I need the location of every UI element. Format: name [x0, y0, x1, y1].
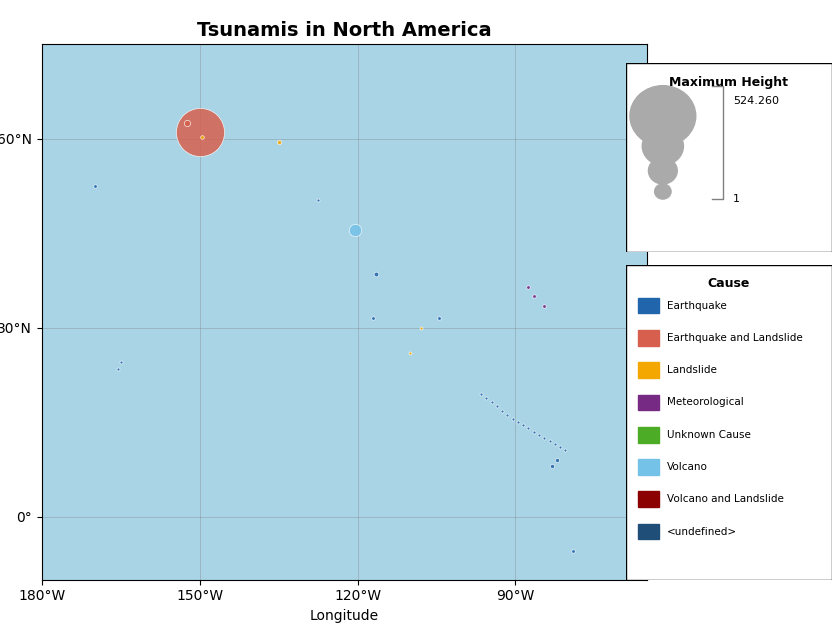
Bar	[638, 330, 659, 346]
Text: Volcano and Landslide: Volcano and Landslide	[667, 495, 784, 504]
Point	[538, 433, 551, 443]
Point	[112, 364, 125, 374]
Point	[522, 282, 535, 292]
Point	[88, 181, 102, 191]
Point	[496, 406, 509, 416]
Text: Maximum Height: Maximum Height	[669, 76, 788, 89]
Text: Landslide: Landslide	[667, 365, 717, 375]
Point	[414, 323, 428, 333]
Point	[512, 417, 525, 427]
Bar	[638, 459, 659, 475]
Point	[181, 118, 194, 128]
Point	[548, 439, 561, 449]
Bar	[638, 524, 659, 539]
Point	[566, 546, 580, 556]
Point	[501, 410, 514, 420]
Text: Volcano: Volcano	[667, 462, 708, 472]
Circle shape	[654, 184, 671, 199]
Point	[554, 442, 567, 452]
Point	[475, 389, 488, 399]
Circle shape	[648, 158, 677, 184]
FancyBboxPatch shape	[626, 63, 832, 252]
Point	[403, 348, 417, 358]
Point	[370, 269, 383, 279]
Point	[272, 137, 286, 147]
Point	[517, 420, 530, 430]
Bar	[638, 298, 659, 314]
Text: Unknown Cause: Unknown Cause	[667, 430, 751, 440]
Point	[196, 132, 209, 142]
Text: 1: 1	[732, 194, 740, 204]
Point	[366, 313, 380, 323]
Text: Meteorological: Meteorological	[667, 398, 743, 408]
Bar	[638, 394, 659, 410]
Point	[485, 397, 498, 407]
Point	[538, 301, 551, 311]
Title: Tsunamis in North America: Tsunamis in North America	[197, 21, 491, 40]
Point	[433, 313, 446, 323]
Point	[533, 430, 546, 440]
Point	[506, 414, 519, 424]
Point	[559, 445, 572, 455]
Bar	[638, 491, 659, 507]
Point	[543, 436, 556, 446]
Point	[527, 427, 540, 437]
Point	[551, 455, 564, 465]
X-axis label: Longitude: Longitude	[310, 609, 379, 623]
Point	[480, 393, 493, 403]
Point	[349, 225, 362, 235]
Point	[545, 461, 559, 471]
FancyBboxPatch shape	[626, 265, 832, 580]
Point	[522, 423, 535, 433]
Text: 524.260: 524.260	[732, 96, 779, 106]
Text: Earthquake: Earthquake	[667, 301, 727, 311]
Text: <undefined>: <undefined>	[667, 527, 737, 537]
Bar	[638, 427, 659, 442]
Circle shape	[630, 86, 696, 146]
Point	[491, 401, 504, 411]
Bar	[638, 362, 659, 378]
Text: Earthquake and Landslide: Earthquake and Landslide	[667, 333, 803, 343]
Point	[312, 195, 325, 205]
Point	[527, 291, 540, 301]
Point	[193, 127, 207, 137]
Text: Cause: Cause	[707, 277, 750, 290]
Point	[114, 357, 128, 367]
Circle shape	[643, 127, 684, 165]
